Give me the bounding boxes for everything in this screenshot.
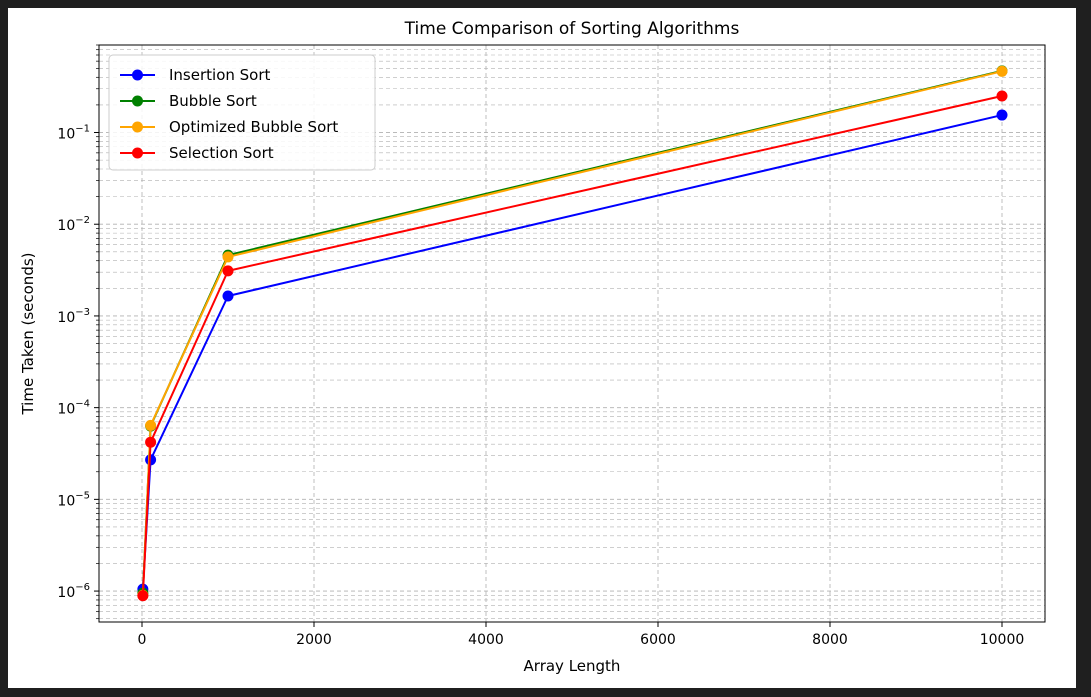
x-tick-label: 4000 [468, 632, 504, 648]
y-tick-label: 10−1 [57, 124, 90, 143]
data-point-optimized-bubble-sort [145, 419, 157, 431]
data-point-insertion-sort [996, 109, 1008, 121]
y-tick-label: 10−2 [57, 215, 90, 234]
y-axis-label: Time Taken (seconds) [19, 252, 37, 415]
data-point-selection-sort [996, 90, 1008, 102]
legend-label-insertion-sort: Insertion Sort [169, 66, 271, 84]
x-tick-label: 8000 [812, 632, 848, 648]
legend-marker-bubble-sort [132, 95, 143, 107]
data-point-selection-sort [145, 436, 157, 448]
x-tick-label: 10000 [980, 632, 1025, 648]
data-point-selection-sort [222, 265, 234, 277]
legend-label-optimized-bubble-sort: Optimized Bubble Sort [169, 118, 338, 136]
legend-marker-optimized-bubble-sort [132, 121, 143, 133]
chart-title: Time Comparison of Sorting Algorithms [404, 19, 740, 39]
series-line-insertion-sort [141, 114, 1003, 590]
chart-figure: 0 2000 4000 6000 8000 10000 10−6 10−5 10−4 10−3 10… [8, 8, 1076, 688]
data-point-insertion-sort [222, 290, 234, 302]
x-tick-label: 6000 [640, 632, 676, 648]
data-point-optimized-bubble-sort [222, 251, 234, 263]
x-tick-label: 0 [138, 632, 147, 648]
legend-marker-selection-sort [132, 147, 143, 159]
plot-frame [98, 44, 1046, 623]
x-axis-label: Array Length [524, 657, 621, 675]
y-tick-label: 10−3 [57, 307, 90, 326]
x-tick-label: 2000 [296, 632, 332, 648]
y-tick-label: 10−4 [57, 399, 90, 418]
data-point-selection-sort [137, 590, 149, 602]
y-tick-label: 10−6 [57, 582, 90, 601]
y-tick-label: 10−5 [57, 490, 90, 509]
legend [108, 54, 376, 171]
line-chart: 0 2000 4000 6000 8000 10000 10−6 10−5 10−4 10−3 10… [19, 19, 1046, 675]
series-line-selection-sort [141, 95, 1003, 596]
legend-label-selection-sort: Selection Sort [169, 144, 274, 162]
legend-label-bubble-sort: Bubble Sort [169, 92, 257, 110]
legend-marker-insertion-sort [132, 69, 143, 81]
data-point-optimized-bubble-sort [996, 65, 1008, 77]
